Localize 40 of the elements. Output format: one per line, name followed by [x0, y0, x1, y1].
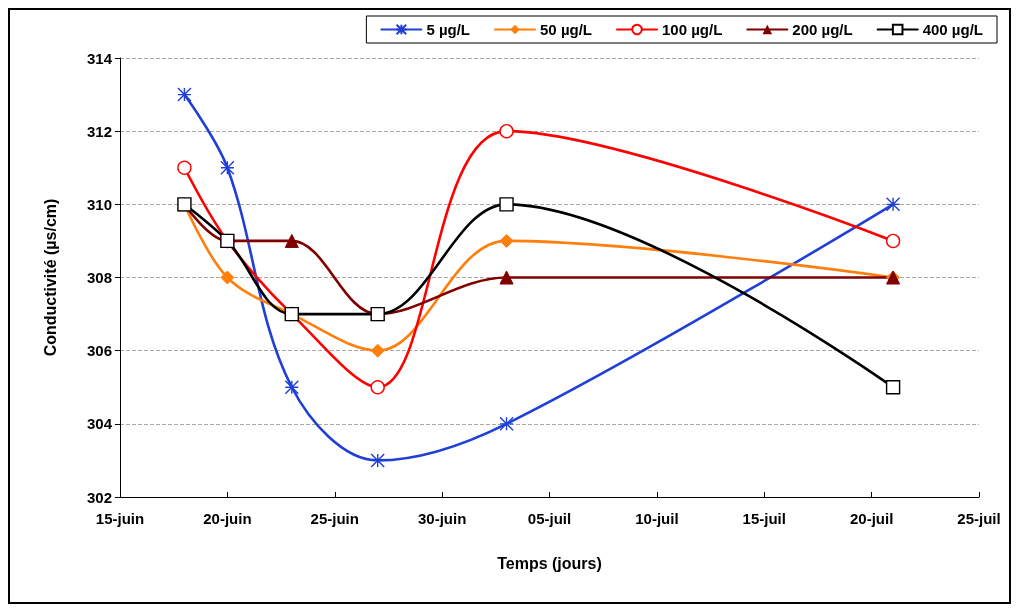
y-tick-label: 310 — [86, 195, 112, 213]
point — [370, 380, 385, 395]
x-tick-label: 25-juil — [957, 510, 1001, 527]
x-tick-label: 20-juin — [203, 510, 252, 527]
x-tick-label: 20-juil — [849, 510, 894, 527]
point — [370, 343, 385, 358]
point — [177, 160, 192, 175]
point — [885, 380, 901, 395]
y-tick-label: 314 — [86, 49, 113, 67]
point — [499, 197, 514, 212]
point — [499, 123, 514, 139]
x-tick-label: 10-juil — [635, 510, 679, 527]
y-axis-title: Conductivité (µs/cm) — [41, 198, 59, 357]
y-tick-label: 308 — [86, 269, 112, 286]
x-tick-label: 15-juin — [95, 510, 145, 527]
y-tick-label: 312 — [86, 122, 112, 140]
legend-label: 200 µg/L — [792, 21, 853, 38]
x-tick-label: 25-juin — [310, 510, 359, 527]
y-tick-label: 306 — [86, 342, 112, 360]
legend-label: 400 µg/L — [922, 21, 984, 38]
point — [499, 233, 514, 248]
point — [370, 453, 385, 468]
point — [499, 416, 514, 432]
x-tick-label: 30-juin — [417, 510, 467, 527]
point — [885, 197, 901, 212]
point — [284, 380, 299, 395]
point — [284, 233, 299, 248]
x-axis-title: Temps (jours) — [497, 554, 602, 572]
point — [220, 270, 235, 285]
legend-label: 100 µg/L — [662, 21, 723, 38]
y-tick-label: 304 — [86, 415, 113, 433]
x-tick-label: 15-juil — [742, 510, 786, 527]
point — [885, 233, 901, 249]
legend-label: 50 µg/L — [540, 21, 593, 38]
point — [177, 87, 192, 102]
legend-label: 5 µg/L — [426, 21, 471, 38]
x-tick-label: 05-juil — [527, 510, 572, 527]
point — [499, 270, 514, 285]
point — [220, 160, 235, 175]
y-tick-label: 302 — [86, 488, 112, 506]
